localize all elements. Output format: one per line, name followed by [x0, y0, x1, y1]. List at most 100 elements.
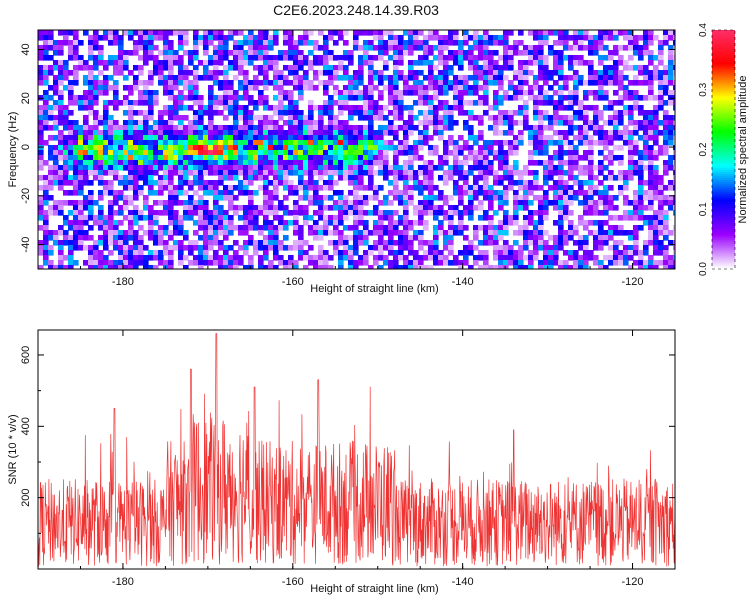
colorbar-segment: [712, 45, 735, 49]
colorbar-segment: [712, 35, 735, 39]
colorbar-tick-label: 0.1: [698, 202, 709, 216]
heatmap-plot: [37, 29, 676, 270]
colorbar-segment: [712, 83, 735, 87]
colorbar-segment: [712, 119, 735, 123]
heatmap-axes: -180 -160 -140 -120 -40 -20 0 20 40 Height of str…: [7, 30, 676, 295]
heatmap-y-tick-label: 40: [20, 43, 32, 55]
colorbar-segment: [712, 63, 735, 67]
colorbar-segment: [712, 135, 735, 139]
colorbar-segment: [712, 241, 735, 244]
colorbar-segment: [712, 159, 735, 163]
colorbar-segment: [712, 265, 735, 268]
colorbar-segment: [712, 57, 735, 61]
heatmap-y-tick-label: 0: [20, 144, 32, 150]
colorbar-segment: [712, 163, 735, 167]
colorbar-segment: [712, 69, 735, 73]
colorbar-segment: [712, 233, 735, 236]
colorbar-segment: [712, 207, 735, 210]
colorbar-segment: [712, 145, 735, 149]
colorbar-segment: [712, 225, 735, 228]
colorbar-segment: [712, 77, 735, 81]
colorbar-segment: [712, 30, 735, 33]
heatmap-x-axis-label: Height of straight line (km): [310, 283, 438, 295]
snr-x-tick-label: -120: [622, 576, 644, 588]
heatmap-y-tick-label: 20: [20, 92, 32, 104]
colorbar-segment: [712, 131, 735, 135]
snr-y-tick-label: 200: [20, 488, 32, 506]
heatmap-cells: [38, 30, 675, 269]
snr-x-tick-label: -160: [282, 576, 304, 588]
colorbar-segment: [712, 223, 735, 226]
colorbar-segment: [712, 169, 735, 173]
colorbar-segment: [712, 125, 735, 129]
colorbar-segment: [712, 137, 735, 141]
snr-x-tick-label: -140: [452, 576, 474, 588]
colorbar-segment: [712, 149, 735, 153]
colorbar-segment: [712, 61, 735, 65]
colorbar-segment: [712, 103, 735, 107]
colorbar-segment: [712, 209, 735, 212]
colorbar-segment: [712, 49, 735, 53]
figure-title: C2E6.2023.248.14.39.R03: [273, 2, 439, 18]
colorbar-segment: [712, 199, 735, 202]
colorbar-segment: [712, 147, 735, 151]
colorbar-segment: [712, 183, 735, 186]
colorbar-segment: [712, 217, 735, 220]
colorbar-segment: [712, 151, 735, 155]
colorbar-segment: [712, 177, 735, 180]
colorbar-segment: [712, 47, 735, 51]
colorbar-segment: [712, 67, 735, 71]
colorbar-segment: [712, 75, 735, 79]
heatmap-x-tick-label: -140: [452, 276, 474, 288]
snr-frame: [37, 329, 676, 570]
colorbar-segment: [712, 97, 735, 101]
colorbar-segment: [712, 85, 735, 89]
colorbar-segment: [712, 143, 735, 147]
colorbar-segment: [712, 189, 735, 192]
colorbar-segment: [712, 259, 735, 262]
colorbar-segment: [712, 255, 735, 258]
colorbar-segment: [712, 179, 735, 182]
colorbar-label: Normalized spectral amplitude: [737, 76, 749, 224]
snr-x-tick-label: -180: [112, 576, 134, 588]
colorbar-segment: [712, 193, 735, 196]
colorbar-segment: [712, 51, 735, 55]
snr-axes: -180 -160 -140 -120 200 400 600 Height of strai…: [7, 330, 676, 595]
colorbar-segment: [712, 249, 735, 252]
colorbar-segment: [712, 211, 735, 214]
colorbar-segment: [712, 73, 735, 77]
colorbar-segment: [712, 127, 735, 131]
colorbar-segment: [712, 107, 735, 111]
colorbar-frame: [711, 29, 736, 270]
colorbar-segment: [712, 71, 735, 75]
colorbar-segment: [712, 219, 735, 222]
colorbar-segment: [712, 37, 735, 41]
colorbar-segment: [712, 235, 735, 238]
colorbar-segment: [712, 139, 735, 143]
colorbar-tick-label: 0.2: [698, 142, 709, 156]
colorbar-segment: [712, 91, 735, 95]
colorbar-segment: [712, 247, 735, 250]
colorbar-segment: [712, 221, 735, 224]
colorbar-segment: [712, 181, 735, 184]
colorbar-segment: [712, 53, 735, 57]
colorbar-segment: [712, 243, 735, 246]
colorbar-segment: [712, 197, 735, 200]
colorbar-segment: [712, 129, 735, 133]
colorbar-segment: [712, 121, 735, 125]
colorbar-segment: [712, 95, 735, 99]
colorbar-segment: [712, 231, 735, 234]
snr-x-axis-label: Height of straight line (km): [310, 583, 438, 595]
colorbar-segment: [712, 175, 735, 178]
heatmap-y-tick-label: -40: [20, 237, 32, 253]
heatmap-x-tick-label: -120: [622, 276, 644, 288]
colorbar-segment: [712, 173, 735, 176]
colorbar-segment: [712, 43, 735, 47]
colorbar-segment: [712, 33, 735, 37]
colorbar-segment: [712, 165, 735, 169]
colorbar-segment: [712, 191, 735, 194]
colorbar-segment: [712, 111, 735, 115]
colorbar-segment: [712, 161, 735, 165]
colorbar-segment: [712, 105, 735, 109]
snr-plot: [37, 329, 676, 570]
